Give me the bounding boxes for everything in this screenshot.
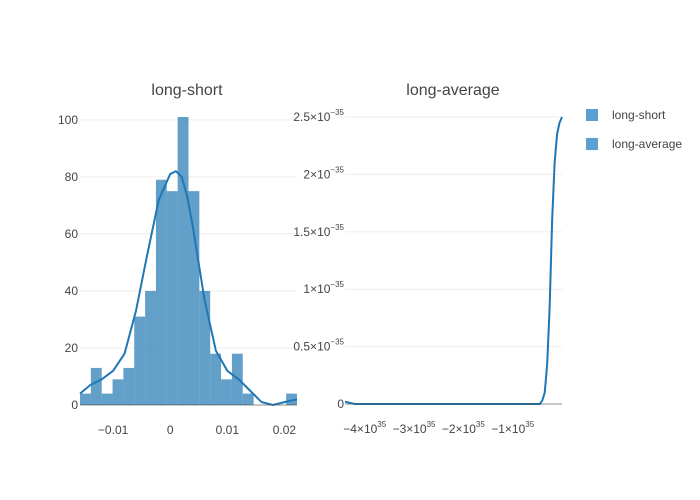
legend[interactable]: long-short long-average [586,108,682,151]
histogram-bar [188,191,200,405]
x-tick-label: −3×1035 [393,420,436,436]
x-tick-labels: −0.01 0 0.01 0.02 [98,423,297,437]
histogram-bar [80,393,91,405]
histogram-bar [286,393,297,405]
subplot-long-short: long-short 0 20 40 60 80 100 −0.01 0 0.01 0.02 [58,82,298,437]
subplot-title-long-short: long-short [151,82,223,99]
histogram-bar [112,379,124,405]
y-tick-label: 60 [65,227,79,241]
legend-label: long-short [612,108,666,122]
legend-marker [586,109,598,121]
histogram-bar [155,179,167,405]
histogram-bar [177,117,189,405]
y-tick-label: 2.5×10−35 [293,108,344,124]
histogram-bar [199,290,211,405]
y-tick-labels: 0 0.5×10−35 1×10−35 1.5×10−35 2×10−35 2.5×10−… [293,108,344,411]
y-tick-label: 20 [65,341,79,355]
x-tick-label: −2×1035 [442,420,485,436]
x-tick-labels: −4×1035 −3×1035 −2×1035 −1×1035 [343,420,534,436]
x-tick-label: 0.01 [216,423,240,437]
histogram-bar [123,367,135,405]
histogram-bar [166,191,178,405]
legend-marker [586,138,598,150]
y-tick-label: 0 [71,398,78,412]
histogram-bar [221,379,232,405]
x-tick-label: −4×1035 [343,420,386,436]
histogram-bar [101,393,113,405]
y-tick-labels: 0 20 40 60 80 100 [58,113,78,412]
y-gridlines [345,116,562,348]
histogram-bar [90,367,102,405]
density-curve-group [79,169,298,407]
y-tick-label: 0.5×10−35 [293,338,344,354]
histogram-bar [210,353,222,405]
y-tick-label: 80 [65,170,79,184]
histogram-bars [80,117,297,405]
histogram-bar [134,316,146,405]
x-tick-label: −0.01 [98,423,129,437]
y-tick-label: 100 [58,113,78,127]
y-tick-label: 1.5×10−35 [293,223,344,239]
y-tick-label: 40 [65,284,79,298]
y-tick-label: 0 [337,397,344,411]
legend-item-long-average[interactable]: long-average [586,137,682,151]
y-tick-label: 2×10−35 [303,165,344,181]
legend-item-long-short[interactable]: long-short [586,108,666,122]
legend-label: long-average [612,137,682,151]
x-tick-label: 0.02 [273,423,297,437]
density-curve [79,169,298,407]
x-tick-label: 0 [167,423,174,437]
y-tick-label: 1×10−35 [303,280,344,296]
subplot-title-long-average: long-average [406,82,500,99]
histogram-bar [145,290,156,405]
subplot-long-average: long-average 0 0.5×10−35 1×10−35 1.5×10−35 2… [293,82,563,436]
x-tick-label: −1×1035 [491,420,534,436]
histogram-bar [242,393,254,405]
